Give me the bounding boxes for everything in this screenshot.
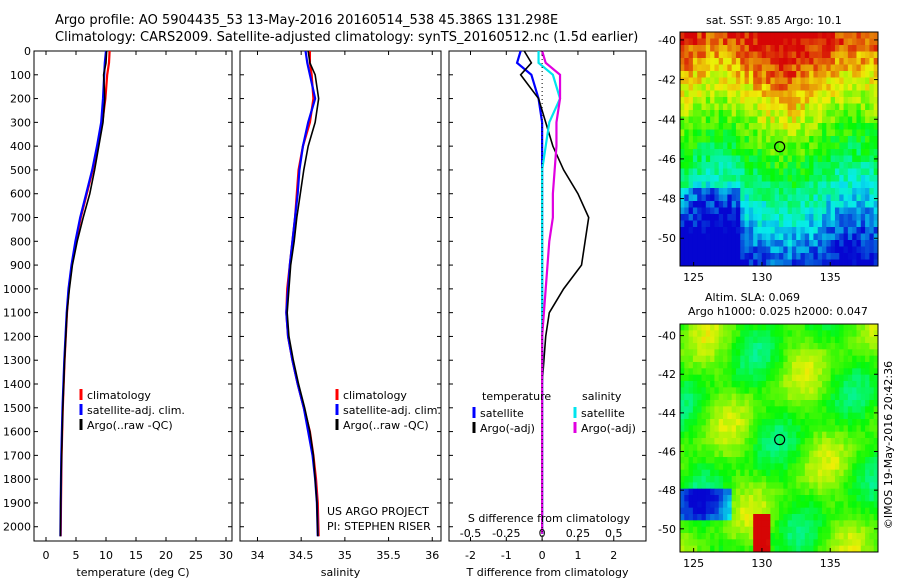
difference-xlabel: T difference from climatology: [466, 566, 629, 579]
sst-title: sat. SST: 9.85 Argo: 10.1: [706, 14, 842, 27]
sla-map: [680, 324, 879, 553]
difference-xtick-label: -1: [501, 549, 512, 562]
project-label: US ARGO PROJECT: [327, 505, 429, 518]
difference-frame: [448, 50, 647, 542]
legend-label: Argo(-adj): [581, 422, 636, 435]
temperature-xtick-label: 0: [43, 549, 50, 562]
temperature-xlabel: temperature (deg C): [76, 566, 189, 579]
legend-label: satellite: [581, 407, 625, 420]
sla-subtitle: Argo h1000: 0.025 h2000: 0.047: [688, 305, 868, 318]
salinity-diff-tick-label: 0.5: [605, 527, 623, 540]
sla-map-ytick-label: -44: [658, 407, 676, 420]
depth-tick-label: 1400: [3, 378, 31, 391]
difference-xtick-label: 1: [574, 549, 581, 562]
sst-map-ytick-label: -42: [658, 74, 676, 87]
sla-map-ytick-label: -42: [658, 368, 676, 381]
depth-tick-label: 900: [10, 259, 31, 272]
depth-tick-label: 300: [10, 116, 31, 129]
salinity-xlabel: salinity: [321, 566, 361, 579]
depth-tick-label: 100: [10, 69, 31, 82]
depth-tick-label: 1200: [3, 330, 31, 343]
temperature-xtick-label: 10: [99, 549, 113, 562]
depth-tick-label: 1700: [3, 449, 31, 462]
sst-map-xtick-label: 135: [820, 271, 841, 284]
sst-map-frame: [679, 31, 879, 267]
depth-tick-label: 1500: [3, 402, 31, 415]
sla-map-xtick-label: 130: [751, 557, 772, 570]
legend-label: satellite-adj. clim.: [87, 404, 185, 417]
sst-map-xtick-label: 130: [751, 271, 772, 284]
depth-tick-label: 1600: [3, 426, 31, 439]
title-line-1: Argo profile: AO 5904435_53 13-May-2016 …: [55, 13, 559, 28]
salinity-diff-tick-label: 0: [539, 527, 546, 540]
sst-map-xtick-label: 125: [683, 271, 704, 284]
depth-tick-label: 1300: [3, 354, 31, 367]
depth-tick-label: 400: [10, 140, 31, 153]
sst-map: [680, 32, 879, 267]
salinity-frame: [239, 50, 442, 542]
sla-map-ytick-label: -48: [658, 484, 676, 497]
sla-map-ytick-label: -50: [658, 523, 676, 536]
sla-map-frame: [679, 323, 879, 553]
legend-label: Argo(..raw -QC): [87, 419, 173, 432]
depth-tick-label: 1000: [3, 283, 31, 296]
series-argo-raw-qc-: [286, 50, 320, 537]
temperature-xtick-label: 5: [73, 549, 80, 562]
salinity-xtick-label: 34: [250, 549, 264, 562]
legend-label: climatology: [87, 389, 151, 402]
sst-map-ytick-label: -44: [658, 113, 676, 126]
sst-map-ytick-label: -46: [658, 153, 676, 166]
depth-tick-label: 1800: [3, 473, 31, 486]
legend-label: satellite-adj. clim.: [343, 404, 441, 417]
legend-label: climatology: [343, 389, 407, 402]
depth-tick-label: 600: [10, 188, 31, 201]
pi-label: PI: STEPHEN RISER: [327, 520, 431, 533]
series-argo-raw-qc-: [59, 50, 108, 537]
difference-xtick-label: 0: [539, 549, 546, 562]
sla-map-ytick-label: -40: [658, 330, 676, 343]
depth-tick-label: 700: [10, 212, 31, 225]
salinity-diff-tick-label: 0.25: [566, 527, 591, 540]
salinity-diff-label: S difference from climatology: [468, 512, 631, 525]
sla-title: Altim. SLA: 0.069: [705, 291, 801, 304]
salinity-diff-tick-label: -0.25: [492, 527, 520, 540]
title-line-2: Climatology: CARS2009. Satellite-adjuste…: [55, 30, 639, 45]
depth-tick-label: 2000: [3, 521, 31, 534]
salinity-xtick-label: 34.5: [289, 549, 314, 562]
temperature-frame: [33, 50, 233, 542]
depth-tick-label: 200: [10, 93, 31, 106]
depth-tick-label: 800: [10, 235, 31, 248]
legend-temperature-title: temperature: [482, 390, 551, 403]
difference-xtick-label: -2: [465, 549, 476, 562]
depth-tick-label: 0: [24, 45, 31, 58]
salinity-diff-tick-label: -0.5: [460, 527, 481, 540]
legend-label: Argo(-adj): [480, 422, 535, 435]
sst-map-ytick-label: -40: [658, 34, 676, 47]
depth-tick-label: 500: [10, 164, 31, 177]
sla-map-xtick-label: 125: [683, 557, 704, 570]
temperature-xtick-label: 25: [189, 549, 203, 562]
salinity-xtick-label: 35.5: [376, 549, 401, 562]
depth-tick-label: 1100: [3, 307, 31, 320]
temperature-xtick-label: 30: [219, 549, 233, 562]
series-satellite-adj-clim-: [285, 50, 319, 537]
sla-map-xtick-label: 135: [820, 557, 841, 570]
salinity-xtick-label: 36: [425, 549, 439, 562]
temperature-xtick-label: 20: [159, 549, 173, 562]
sla-map-ytick-label: -46: [658, 446, 676, 459]
legend-label: Argo(..raw -QC): [343, 419, 429, 432]
salinity-xtick-label: 35: [338, 549, 352, 562]
sst-map-ytick-label: -48: [658, 193, 676, 206]
depth-tick-label: 1900: [3, 497, 31, 510]
legend-label: satellite: [480, 407, 524, 420]
temperature-xtick-label: 15: [129, 549, 143, 562]
legend-salinity-title: salinity: [582, 390, 622, 403]
sla-map-float-marker: [774, 434, 786, 446]
sst-map-ytick-label: -50: [658, 232, 676, 245]
difference-xtick-label: 2: [610, 549, 617, 562]
sst-map-float-marker: [774, 141, 786, 153]
imos-credit: ©IMOS 19-May-2016 20:42:36: [882, 361, 895, 529]
